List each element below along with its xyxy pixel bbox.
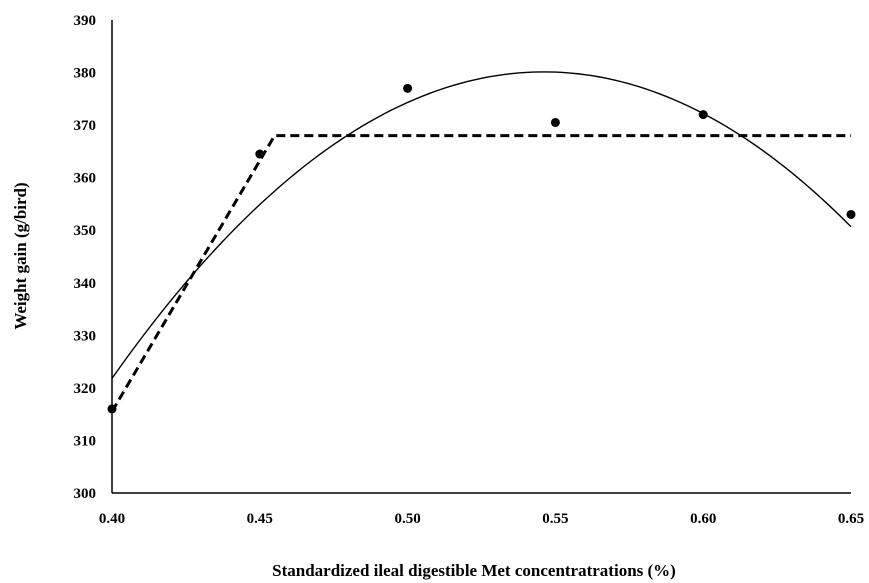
series-layer — [107, 71, 856, 414]
x-tick-label: 0.45 — [247, 511, 273, 527]
y-tick-labels: 300 310 320 330 340 350 360 370 380 390 — [74, 13, 97, 502]
y-tick-label: 330 — [74, 328, 97, 344]
data-point — [698, 110, 708, 120]
x-tick-label: 0.50 — [394, 511, 420, 527]
broken-line-fit — [110, 134, 851, 413]
data-point — [846, 209, 856, 219]
x-tick-label: 0.65 — [838, 511, 864, 527]
x-tick-label: 0.40 — [99, 511, 125, 527]
x-tick-label: 0.55 — [542, 511, 568, 527]
y-tick-label: 370 — [74, 118, 97, 134]
x-axis-title: Standardized ileal digestible Met concen… — [272, 561, 676, 580]
y-tick-label: 360 — [74, 171, 97, 187]
y-tick-label: 380 — [74, 66, 97, 82]
y-tick-label: 320 — [74, 381, 97, 397]
quadratic-fit-curve — [111, 71, 852, 379]
data-point — [550, 117, 560, 127]
data-point — [403, 83, 413, 93]
data-point — [107, 404, 117, 414]
y-tick-label: 390 — [74, 13, 97, 29]
x-tick-label: 0.60 — [690, 511, 716, 527]
y-tick-label: 300 — [74, 486, 97, 502]
y-tick-label: 340 — [74, 276, 97, 292]
y-tick-label: 350 — [74, 223, 97, 239]
y-axis-title: Weight gain (g/bird) — [11, 182, 30, 329]
x-tick-labels: 0.40 0.45 0.50 0.55 0.60 0.65 — [99, 511, 864, 527]
data-point — [255, 149, 265, 159]
y-tick-label: 310 — [74, 433, 97, 449]
